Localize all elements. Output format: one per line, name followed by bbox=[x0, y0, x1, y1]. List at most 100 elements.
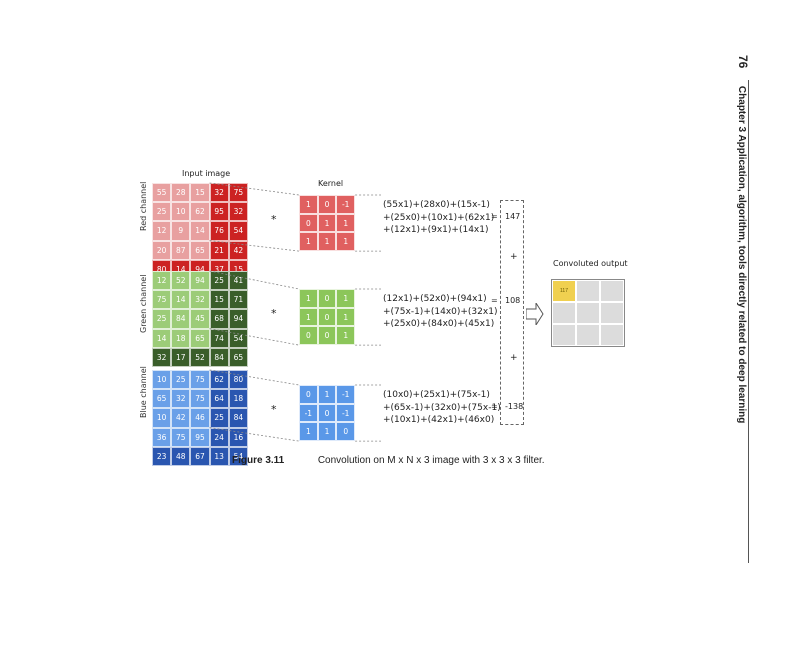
figure-caption: Figure 3.11 Convolution on M x N x 3 ima… bbox=[232, 455, 545, 466]
kernel-cell: 1 bbox=[336, 289, 356, 308]
matrix-cell: 18 bbox=[171, 328, 191, 348]
output-grid: 117 bbox=[551, 279, 625, 347]
matrix-cell: 25 bbox=[152, 202, 172, 222]
equals-sign: = bbox=[491, 212, 498, 221]
matrix-cell: 32 bbox=[171, 389, 191, 409]
matrix-cell: 12 bbox=[152, 221, 172, 241]
matrix-cell: 75 bbox=[152, 290, 172, 310]
plus-sign-1: + bbox=[510, 252, 518, 262]
convolution-operator: * bbox=[271, 403, 277, 416]
kernel-cell: 1 bbox=[299, 232, 318, 252]
channel-result: -138 bbox=[505, 402, 524, 411]
convolution-operator: * bbox=[271, 307, 277, 320]
kernel-cell: 1 bbox=[336, 232, 356, 252]
channel-label: Blue channel bbox=[139, 366, 148, 418]
equation-line: +(65x-1)+(32x0)+(75x-1) bbox=[383, 402, 501, 413]
matrix-cell: 94 bbox=[190, 271, 210, 291]
matrix-cell: 12 bbox=[152, 271, 172, 291]
output-cell bbox=[552, 302, 576, 324]
matrix-cell: 65 bbox=[190, 328, 210, 348]
sum-column bbox=[500, 200, 524, 425]
matrix-cell: 52 bbox=[171, 271, 191, 291]
kernel-cell: 1 bbox=[299, 289, 318, 308]
arrow-icon bbox=[526, 303, 544, 325]
matrix-cell: 54 bbox=[228, 446, 248, 466]
kernel-cell: 1 bbox=[336, 307, 356, 327]
equation-line: +(75x-1)+(14x0)+(32x1) bbox=[383, 306, 498, 317]
kernel-cell: -1 bbox=[299, 403, 318, 423]
matrix-cell: 15 bbox=[190, 183, 210, 203]
matrix-cell: 71 bbox=[228, 290, 248, 310]
input-matrix: 55 28 15 32 75 25 10 62 95 32 12 9 14 76 54 20 87 65 21 42 8… bbox=[152, 183, 248, 279]
channel-label: Red channel bbox=[139, 181, 148, 231]
kernel-cell: -1 bbox=[336, 403, 356, 423]
kernel-cell: -1 bbox=[336, 385, 356, 404]
matrix-cell: 95 bbox=[209, 202, 229, 222]
matrix-cell: 52 bbox=[190, 347, 210, 367]
matrix-cell: 42 bbox=[171, 408, 191, 428]
output-cell-first: 117 bbox=[552, 280, 576, 302]
output-cell bbox=[576, 324, 600, 346]
kernel-cell: 1 bbox=[317, 232, 337, 252]
matrix-cell: 10 bbox=[171, 202, 191, 222]
matrix-cell: 18 bbox=[228, 389, 248, 409]
input-matrix: 12 52 94 25 41 75 14 32 15 71 25 84 45 68 94 14 18 65 74 54… bbox=[152, 271, 248, 367]
matrix-cell: 36 bbox=[152, 427, 172, 447]
matrix-cell: 67 bbox=[190, 446, 210, 466]
equation-line: (10x0)+(25x1)+(75x-1) bbox=[383, 390, 490, 400]
matrix-cell: 54 bbox=[228, 221, 248, 241]
kernel-cell: 0 bbox=[317, 195, 337, 214]
matrix-cell: 80 bbox=[228, 370, 248, 390]
kernel-matrix: 1 0 -1 0 1 1 1 1 1 bbox=[299, 195, 356, 252]
input-matrix: 10 25 75 62 80 65 32 75 64 18 10 42 46 25 84 36 75 95 24 16… bbox=[152, 370, 248, 466]
kernel-cell: 0 bbox=[299, 213, 318, 233]
matrix-cell: 32 bbox=[152, 347, 172, 367]
kernel-cell: 0 bbox=[317, 326, 337, 346]
equation-line: +(25x0)+(84x0)+(45x1) bbox=[383, 319, 495, 329]
kernel-cell: 1 bbox=[299, 195, 318, 214]
equals-sign: = bbox=[491, 402, 498, 411]
output-title: Convoluted output bbox=[553, 259, 628, 268]
matrix-cell: 25 bbox=[171, 370, 191, 390]
matrix-cell: 94 bbox=[228, 309, 248, 329]
kernel-cell: 0 bbox=[317, 289, 337, 308]
kernel-cell: 0 bbox=[317, 403, 337, 423]
matrix-cell: 20 bbox=[152, 240, 172, 260]
matrix-cell: 25 bbox=[209, 271, 229, 291]
matrix-cell: 64 bbox=[209, 389, 229, 409]
output-cell bbox=[552, 324, 576, 346]
matrix-cell: 9 bbox=[171, 221, 191, 241]
matrix-cell: 74 bbox=[209, 328, 229, 348]
chapter-header: Chapter 3 Application, algorithm, tools … bbox=[736, 85, 747, 424]
kernel-cell: 1 bbox=[317, 385, 337, 404]
matrix-cell: 75 bbox=[190, 389, 210, 409]
matrix-cell: 68 bbox=[209, 309, 229, 329]
plus-sign-2: + bbox=[510, 353, 518, 363]
matrix-cell: 24 bbox=[209, 427, 229, 447]
kernel-cell: -1 bbox=[336, 195, 356, 214]
matrix-cell: 84 bbox=[209, 347, 229, 367]
matrix-cell: 76 bbox=[209, 221, 229, 241]
channel-result: 108 bbox=[505, 296, 521, 305]
matrix-cell: 54 bbox=[228, 328, 248, 348]
matrix-cell: 65 bbox=[228, 347, 248, 367]
page-number: 76 bbox=[736, 55, 750, 69]
output-cell bbox=[600, 302, 624, 324]
equals-sign: = bbox=[491, 296, 498, 305]
matrix-cell: 95 bbox=[190, 427, 210, 447]
matrix-cell: 21 bbox=[209, 240, 229, 260]
kernel-cell: 0 bbox=[336, 422, 356, 442]
matrix-cell: 13 bbox=[209, 446, 229, 466]
figure-caption-text: Convolution on M x N x 3 image with 3 x … bbox=[317, 455, 545, 466]
matrix-cell: 41 bbox=[228, 271, 248, 291]
matrix-cell: 15 bbox=[209, 290, 229, 310]
kernel-cell: 0 bbox=[317, 307, 337, 327]
channel-result: 147 bbox=[505, 212, 521, 221]
matrix-cell: 65 bbox=[190, 240, 210, 260]
kernel-cell: 1 bbox=[317, 213, 337, 233]
matrix-cell: 17 bbox=[171, 347, 191, 367]
matrix-cell: 75 bbox=[190, 370, 210, 390]
matrix-cell: 10 bbox=[152, 408, 172, 428]
equation-line: (12x1)+(52x0)+(94x1) bbox=[383, 294, 487, 304]
